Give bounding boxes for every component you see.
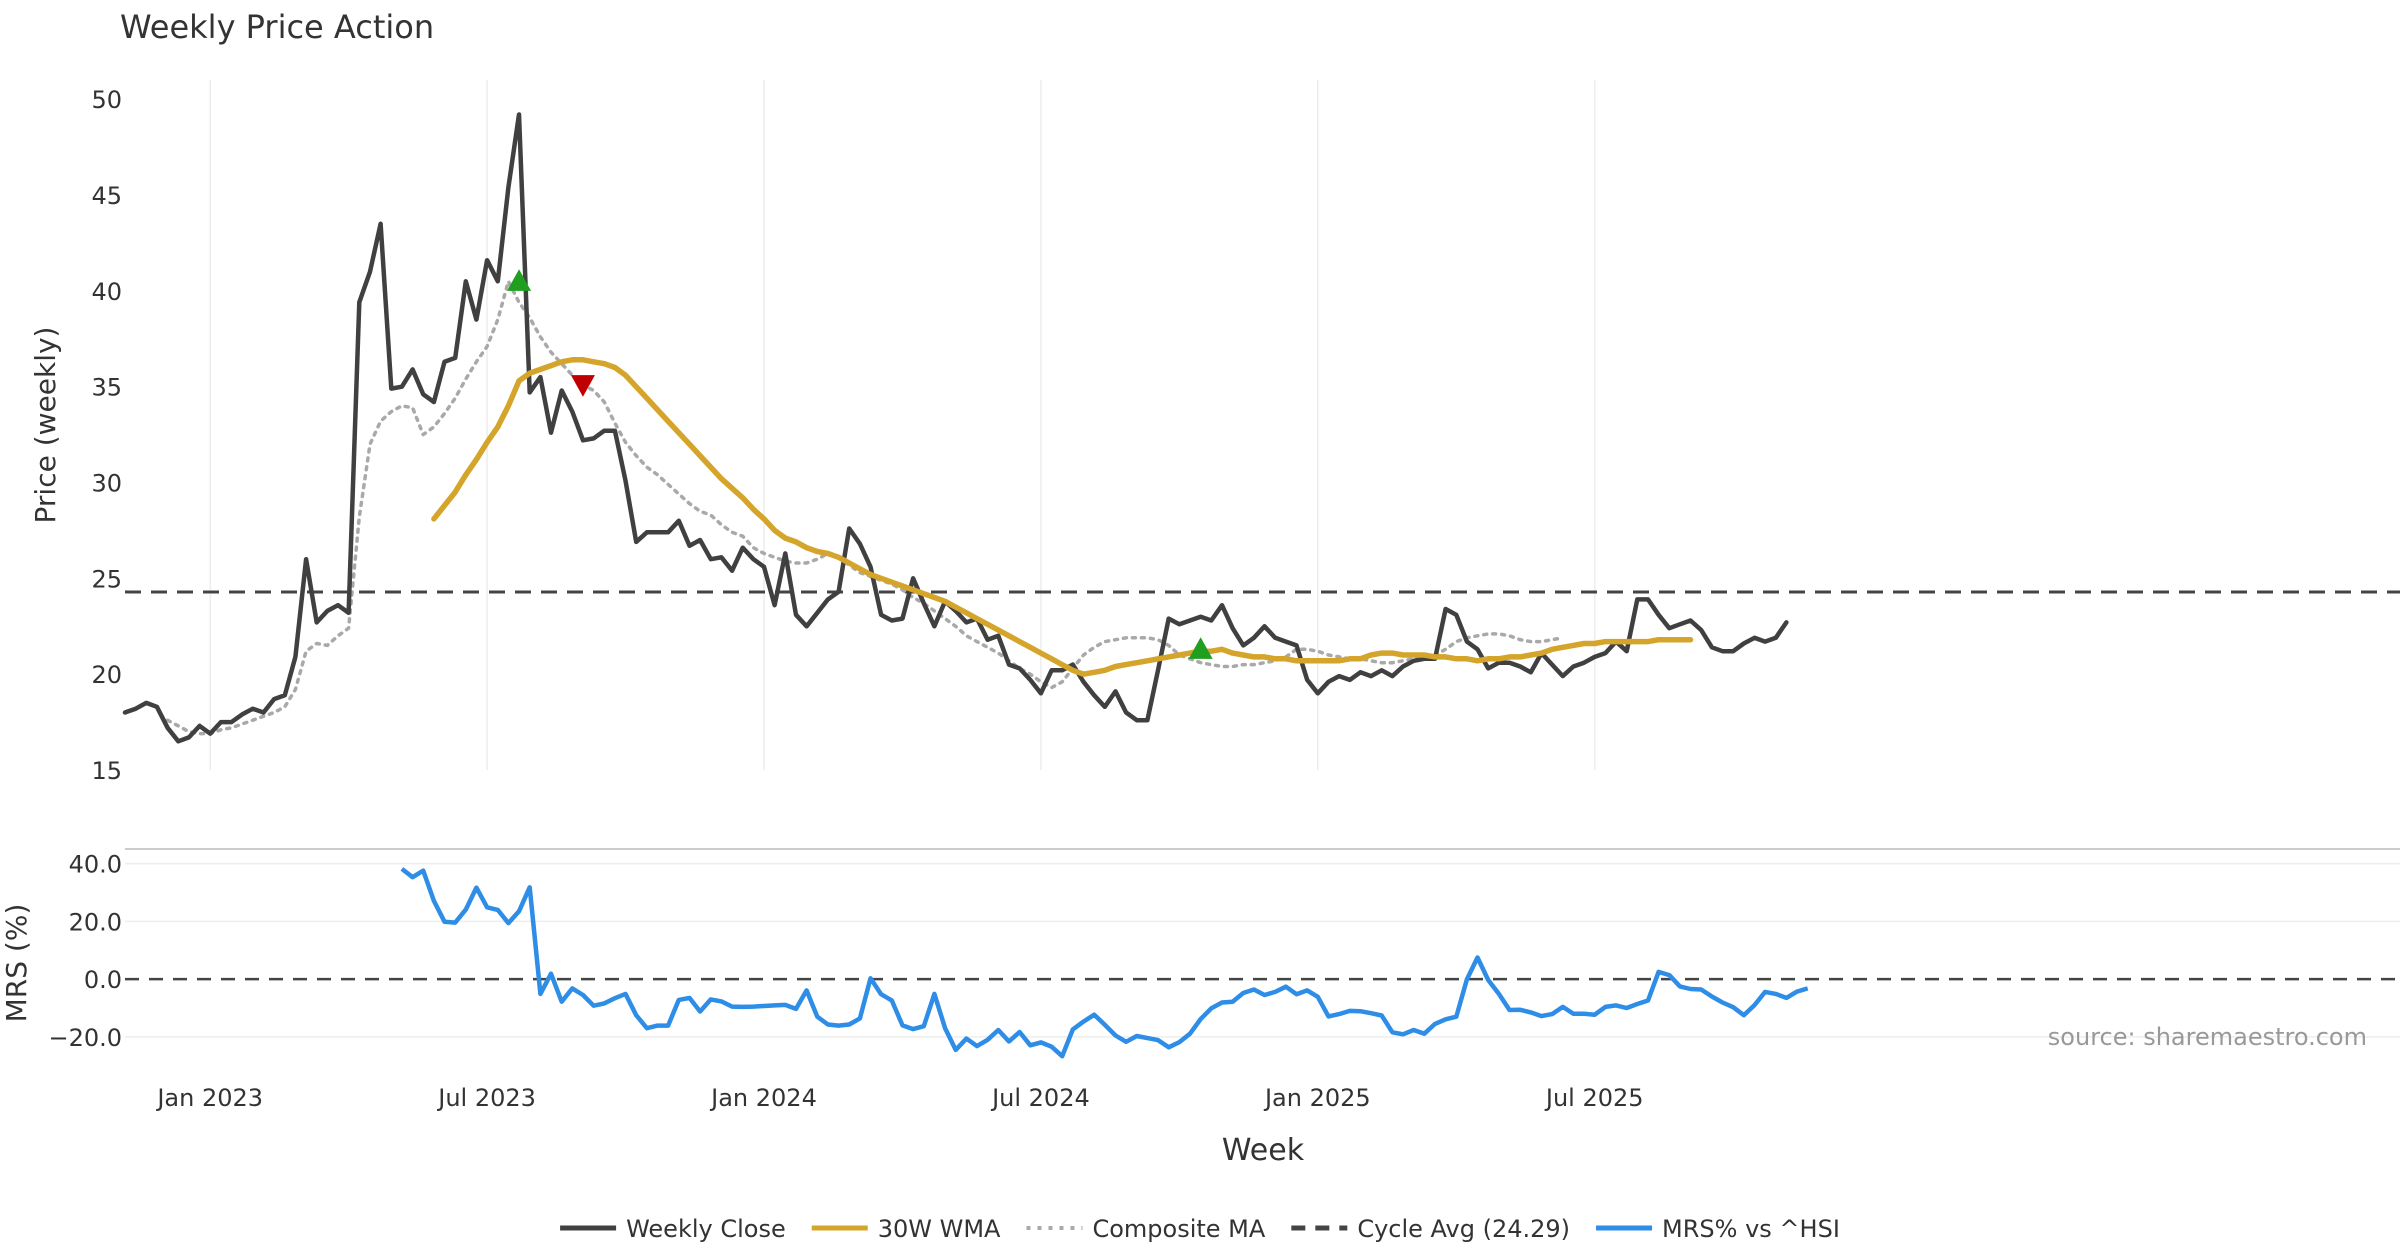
price-y-tick-label: 40 [91, 278, 122, 306]
chart-title: Weekly Price Action [120, 8, 434, 46]
x-tick-label: Jan 2025 [1263, 1084, 1371, 1112]
composite-ma-line [165, 279, 1565, 736]
price-y-tick-label: 30 [91, 470, 122, 498]
price-grid [209, 80, 1596, 770]
sell-signal-marker [570, 375, 595, 397]
mrs-y-ticks: −20.0 0.0 20.0 40.0 [48, 851, 122, 1052]
x-tick-label: Jan 2023 [155, 1084, 263, 1112]
mrs-y-tick-label: 40.0 [69, 851, 122, 879]
price-y-tick-label: 25 [91, 565, 122, 593]
price-y-tick-label: 35 [91, 374, 122, 402]
price-y-tick-label: 45 [91, 182, 122, 210]
weekly-close-line [122, 112, 1789, 744]
price-y-tick-label: 20 [91, 661, 122, 689]
x-tick-label: Jul 2025 [1544, 1084, 1644, 1112]
x-tick-label: Jul 2023 [436, 1084, 536, 1112]
buy-signal-marker [1188, 637, 1213, 659]
legend-label: Cycle Avg (24.29) [1357, 1215, 1570, 1243]
source-annotation: source: sharemaestro.com [2048, 1023, 2367, 1051]
buy-signal-marker [507, 269, 532, 291]
x-tick-labels: Jan 2023 Jul 2023 Jan 2024 Jul 2024 Jan 2025… [155, 1084, 1643, 1112]
legend-label: Composite MA [1092, 1215, 1265, 1243]
mrs-y-axis-label: MRS (%) [0, 904, 33, 1023]
mrs-y-tick-label: 20.0 [69, 908, 122, 936]
mrs-grid [125, 862, 2400, 1038]
mrs-series [400, 867, 1809, 1059]
mrs-line [400, 867, 1809, 1059]
legend: Weekly Close 30W WMA Composite MA Cycle Avg… [560, 1215, 1840, 1243]
price-y-axis-label: Price (weekly) [29, 327, 62, 524]
legend-label: 30W WMA [878, 1215, 1001, 1243]
price-y-tick-label: 15 [91, 757, 122, 785]
legend-label: Weekly Close [626, 1215, 786, 1243]
mrs-y-tick-label: 0.0 [84, 966, 122, 994]
legend-label: MRS% vs ^HSI [1662, 1215, 1840, 1243]
x-axis-label: Week [1222, 1133, 1305, 1168]
price-y-tick-label: 50 [91, 86, 122, 114]
x-tick-label: Jan 2024 [709, 1084, 817, 1112]
price-y-ticks: 15 20 25 30 35 40 45 50 [91, 86, 122, 785]
price-series [122, 112, 2400, 744]
x-tick-label: Jul 2024 [990, 1084, 1090, 1112]
price-markers [507, 269, 1213, 659]
mrs-y-tick-label: −20.0 [48, 1024, 122, 1052]
wma-30w-line [431, 357, 1694, 677]
